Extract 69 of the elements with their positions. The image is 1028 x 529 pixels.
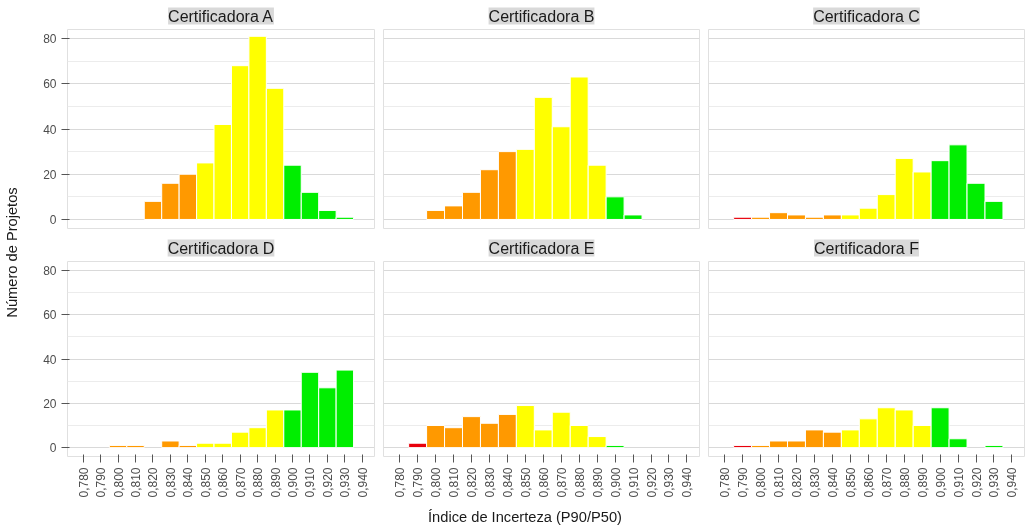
y-tick-label: 80 — [43, 32, 57, 47]
x-tick-label: 0,890 — [915, 467, 930, 498]
x-tick-label: 0,910 — [951, 467, 966, 498]
x-tick-label: 0,910 — [626, 467, 641, 498]
x-tick-label: 0,820 — [789, 467, 804, 498]
x-tick-label: 0,810 — [772, 467, 787, 498]
x-tick-label: 0,780 — [76, 467, 91, 498]
y-tick-label: 0 — [49, 441, 57, 456]
x-tick-label: 0,790 — [736, 467, 751, 498]
x-tick-label: 0,880 — [251, 467, 266, 498]
x-tick-label: 0,890 — [268, 467, 283, 498]
x-tick-label: 0,860 — [216, 467, 231, 498]
x-tick-label: 0,840 — [825, 467, 840, 498]
x-tick-label: 0,850 — [198, 467, 213, 498]
x-tick-label: 0,940 — [1005, 467, 1020, 498]
y-tick-label: 80 — [43, 263, 57, 278]
chart-title: Certificadora F — [814, 239, 920, 257]
x-tick-label: 0,860 — [861, 467, 876, 498]
x-tick-label: 0,920 — [320, 467, 335, 498]
x-tick-label: 0,850 — [843, 467, 858, 498]
x-tick-label: 0,790 — [94, 467, 109, 498]
chart-title: Certificadora A — [168, 7, 274, 25]
y-tick-label: 60 — [43, 77, 57, 92]
x-tick-label: 0,940 — [680, 467, 695, 498]
x-tick-label: 0,820 — [464, 467, 479, 498]
y-tick-label: 0 — [49, 212, 57, 227]
x-tick-label: 0,840 — [181, 467, 196, 498]
x-tick-label: 0,890 — [590, 467, 605, 498]
x-tick-label: 0,780 — [393, 467, 408, 498]
x-tick-label: 0,830 — [163, 467, 178, 498]
x-tick-label: 0,930 — [662, 467, 677, 498]
x-tick-label: 0,870 — [554, 467, 569, 498]
y-axis-title: Número de Projetos — [3, 187, 20, 318]
x-tick-label: 0,830 — [807, 467, 822, 498]
x-tick-label: 0,930 — [338, 467, 353, 498]
x-tick-label: 0,930 — [987, 467, 1002, 498]
x-tick-label: 0,920 — [644, 467, 659, 498]
x-tick-label: 0,940 — [355, 467, 370, 498]
x-tick-label: 0,880 — [572, 467, 587, 498]
x-tick-label: 0,920 — [969, 467, 984, 498]
y-tick-label: 60 — [43, 308, 57, 323]
x-tick-label: 0,910 — [303, 467, 318, 498]
x-tick-label: 0,850 — [518, 467, 533, 498]
chart-title: Certificadora D — [167, 239, 275, 257]
x-tick-label: 0,790 — [411, 467, 426, 498]
x-tick-label: 0,880 — [897, 467, 912, 498]
x-tick-label: 0,810 — [129, 467, 144, 498]
y-tick-label: 40 — [43, 122, 57, 137]
chart-title: Certificadora B — [488, 7, 595, 25]
x-tick-label: 0,860 — [536, 467, 551, 498]
x-tick-label: 0,780 — [718, 467, 733, 498]
chart-title: Certificadora C — [813, 7, 920, 25]
x-tick-label: 0,810 — [447, 467, 462, 498]
y-tick-label: 40 — [43, 352, 57, 367]
x-tick-label: 0,820 — [146, 467, 161, 498]
x-tick-label: 0,900 — [286, 467, 301, 498]
x-tick-label: 0,800 — [754, 467, 769, 498]
chart-title: Certificadora E — [488, 239, 595, 257]
x-tick-label: 0,800 — [111, 467, 126, 498]
y-tick-label: 20 — [43, 396, 57, 411]
x-tick-label: 0,900 — [608, 467, 623, 498]
x-axis-title: Índice de Incerteza (P90/P50) — [428, 508, 622, 525]
x-tick-label: 0,870 — [879, 467, 894, 498]
y-tick-label: 20 — [43, 167, 57, 182]
x-tick-label: 0,840 — [500, 467, 515, 498]
x-tick-label: 0,830 — [482, 467, 497, 498]
x-tick-label: 0,900 — [933, 467, 948, 498]
x-tick-label: 0,800 — [429, 467, 444, 498]
x-tick-label: 0,870 — [233, 467, 248, 498]
